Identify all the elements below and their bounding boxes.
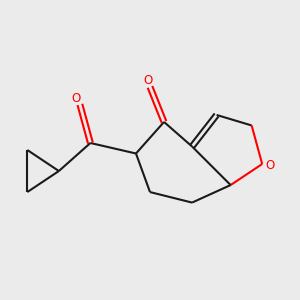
- Text: O: O: [72, 92, 81, 105]
- Text: O: O: [144, 74, 153, 87]
- Text: O: O: [265, 159, 274, 172]
